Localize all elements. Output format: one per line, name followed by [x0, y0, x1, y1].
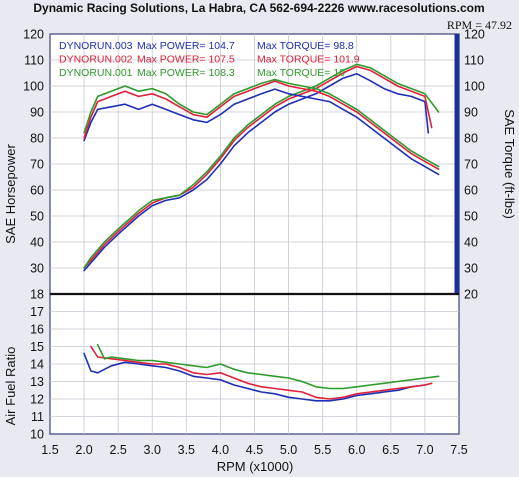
- series-afr-dynorun-003: [83, 352, 426, 402]
- header-text: Dynamic Racing Solutions, La Habra, CA 5…: [33, 1, 484, 15]
- y-tick-label-afr: 11: [31, 410, 44, 424]
- y-tick-label-left: 80: [30, 132, 44, 146]
- x-tick-label: 5.5: [314, 443, 331, 457]
- x-tick-label: 2.0: [75, 443, 92, 457]
- y-tick-label-left: 40: [30, 236, 44, 250]
- legend-max-power: Max POWER= 107.5: [137, 54, 235, 66]
- x-tick-label: 5.0: [280, 443, 297, 457]
- x-axis-label: RPM (x1000): [217, 459, 294, 474]
- series-afr-dynorun-001: [96, 343, 440, 390]
- y-tick-label-afr: 12: [30, 393, 44, 407]
- y-axis-label-torque: SAE Torque (ft-lbs): [502, 109, 517, 219]
- y-tick-label-right: 110: [464, 54, 484, 68]
- y-tick-label-afr: 14: [30, 358, 44, 372]
- y-tick-label-left: 30: [30, 262, 44, 276]
- x-tick-label: 3.5: [178, 443, 195, 457]
- series-power-dynorun-002: [83, 65, 433, 269]
- legend-max-torque: Max TORQUE= 98.8: [257, 40, 354, 52]
- y-axis-label-afr: Air Fuel Ratio: [3, 347, 18, 426]
- x-tick-label: 4.5: [246, 443, 263, 457]
- legend-max-power: Max POWER= 104.7: [137, 40, 235, 52]
- legend-max-torque: Max TORQUE= 10: [257, 67, 345, 79]
- y-tick-label-afr: 10: [30, 428, 44, 442]
- tick-labels: 1.5 2.0 2.5 3.0 3.5 4.0 4.5 5.0 5.5 6.0 6.5 7.0 7.5 2…: [23, 28, 485, 458]
- y-tick-label-left: 100: [23, 80, 44, 94]
- x-tick-label: 7.5: [450, 443, 467, 457]
- x-tick-label: 3.0: [144, 443, 161, 457]
- y-tick-label-left: 110: [24, 54, 44, 68]
- y-tick-label-right: 20: [464, 288, 478, 302]
- y-tick-label-afr: 18: [30, 288, 44, 302]
- y-tick-label-left: 70: [30, 158, 44, 172]
- legend: DYNORUN.003 Max POWER= 104.7 Max TORQUE= 9…: [59, 40, 360, 79]
- x-tick-label: 7.0: [416, 443, 433, 457]
- y-tick-label-left: 50: [30, 210, 44, 224]
- y-tick-label-right: 80: [464, 132, 478, 146]
- y-tick-label-afr: 17: [30, 305, 44, 319]
- y-tick-label-right: 70: [464, 158, 478, 172]
- x-tick-label: 2.5: [109, 443, 126, 457]
- y-tick-label-afr: 13: [30, 375, 44, 389]
- series-torque-dynorun-002: [83, 80, 440, 170]
- series-afr-dynorun-002: [90, 345, 433, 400]
- series-torque-dynorun-003: [83, 88, 440, 176]
- y-tick-label-right: 50: [464, 210, 478, 224]
- y-tick-label-right: 30: [464, 262, 478, 276]
- series-torque-dynorun-001: [83, 78, 440, 168]
- legend-max-power: Max POWER= 108.3: [137, 67, 235, 79]
- y-tick-label-left: 90: [30, 106, 44, 120]
- series-lines: [83, 63, 440, 402]
- rpm-readout: RPM = 47.92: [447, 18, 512, 32]
- y-tick-label-left: 120: [23, 28, 44, 42]
- x-tick-label: 6.5: [382, 443, 399, 457]
- y-tick-label-left: 60: [30, 184, 44, 198]
- series-power-dynorun-001: [83, 63, 440, 269]
- y-tick-label-right: 60: [464, 184, 478, 198]
- y-tick-label-afr: 15: [30, 340, 44, 354]
- y-tick-label-afr: 16: [30, 323, 44, 337]
- y-tick-label-right: 90: [464, 106, 478, 120]
- y-tick-label-right: 40: [464, 236, 478, 250]
- y-tick-label-right: 100: [464, 80, 485, 94]
- legend-max-torque: Max TORQUE= 101.9: [257, 54, 360, 66]
- y-axis-label-horsepower: SAE Horsepower: [3, 143, 18, 243]
- legend-run-name: DYNORUN.002: [59, 54, 133, 66]
- y-tick-label-right: 120: [464, 28, 485, 42]
- x-tick-label: 6.0: [348, 443, 365, 457]
- x-tick-label: 1.5: [41, 443, 58, 457]
- series-power-dynorun-003: [83, 73, 430, 272]
- legend-run-name: DYNORUN.001: [59, 67, 133, 79]
- x-tick-label: 4.0: [212, 443, 229, 457]
- legend-run-name: DYNORUN.003: [59, 40, 133, 52]
